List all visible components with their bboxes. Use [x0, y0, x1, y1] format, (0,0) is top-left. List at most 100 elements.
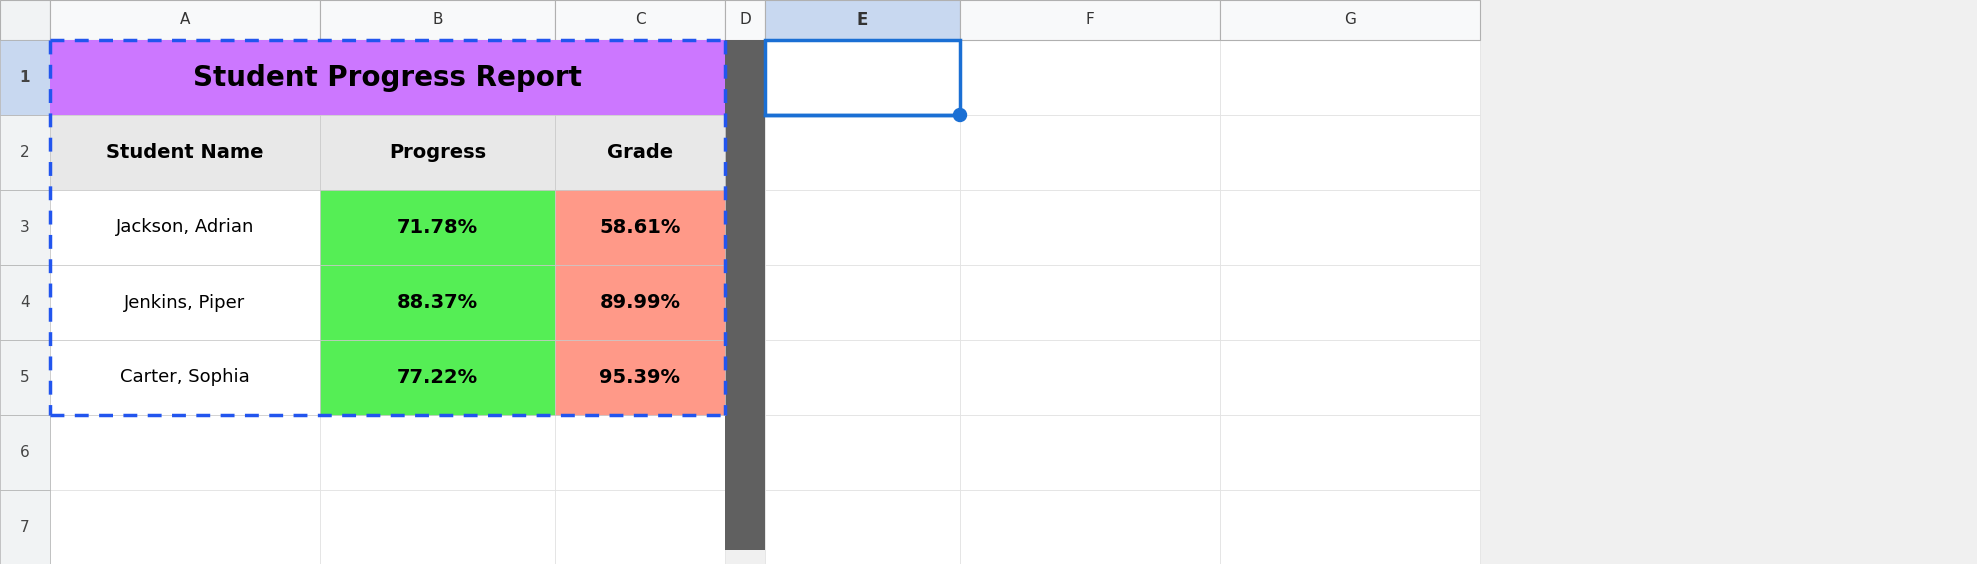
Text: 58.61%: 58.61%	[599, 218, 680, 237]
Text: 7: 7	[20, 520, 30, 535]
Bar	[49, 340, 320, 415]
Bar	[49, 265, 320, 340]
Bar	[49, 265, 320, 340]
Bar	[49, 190, 320, 265]
Bar	[0, 40, 49, 115]
Bar	[765, 40, 961, 115]
Text: A: A	[180, 12, 190, 28]
Circle shape	[953, 108, 967, 121]
Bar	[1220, 40, 1481, 115]
Bar	[556, 0, 726, 40]
Bar	[320, 340, 556, 415]
Bar	[1220, 490, 1481, 564]
Bar	[0, 115, 49, 190]
Bar	[49, 0, 320, 40]
Bar	[49, 115, 320, 190]
Bar	[320, 265, 556, 340]
Bar	[961, 265, 1220, 340]
Bar	[765, 265, 961, 340]
Text: 1: 1	[20, 70, 30, 85]
Bar	[726, 0, 765, 40]
Bar	[320, 40, 556, 115]
Bar	[49, 490, 320, 564]
Bar	[556, 265, 726, 340]
Bar	[556, 415, 726, 490]
Text: Student Name: Student Name	[107, 143, 263, 162]
Text: 77.22%: 77.22%	[397, 368, 478, 387]
Bar	[0, 415, 49, 490]
Bar	[961, 115, 1220, 190]
Bar	[320, 415, 556, 490]
Bar	[1220, 340, 1481, 415]
Bar	[556, 340, 726, 415]
Bar	[0, 190, 49, 265]
Bar	[556, 115, 726, 190]
Bar	[765, 40, 961, 115]
Bar	[49, 415, 320, 490]
Text: E: E	[856, 11, 868, 29]
Bar	[765, 0, 961, 40]
Bar	[556, 490, 726, 564]
Bar	[961, 190, 1220, 265]
Bar	[320, 0, 556, 40]
Bar	[320, 115, 556, 190]
Text: 3: 3	[20, 220, 30, 235]
Bar	[556, 340, 726, 415]
Text: 4: 4	[20, 295, 30, 310]
Text: 5: 5	[20, 370, 30, 385]
Bar	[0, 0, 49, 40]
Bar	[556, 40, 726, 115]
Bar	[49, 40, 726, 115]
Bar	[556, 190, 726, 265]
Bar	[961, 415, 1220, 490]
Bar	[320, 340, 556, 415]
Bar	[961, 490, 1220, 564]
Bar	[726, 40, 765, 550]
Bar	[961, 340, 1220, 415]
Text: Jenkins, Piper: Jenkins, Piper	[125, 293, 245, 311]
Bar	[49, 340, 320, 415]
Text: Jackson, Adrian: Jackson, Adrian	[117, 218, 255, 236]
Bar	[765, 340, 961, 415]
Bar	[556, 265, 726, 340]
Text: B: B	[433, 12, 443, 28]
Text: Progress: Progress	[389, 143, 486, 162]
Text: 6: 6	[20, 445, 30, 460]
Bar	[49, 40, 320, 115]
Bar	[556, 115, 726, 190]
Text: 88.37%: 88.37%	[397, 293, 478, 312]
Bar	[0, 265, 49, 340]
Bar	[765, 115, 961, 190]
Text: D: D	[739, 12, 751, 28]
Bar	[320, 265, 556, 340]
Bar	[1220, 0, 1481, 40]
Text: Grade: Grade	[607, 143, 672, 162]
Bar	[556, 190, 726, 265]
Bar	[49, 115, 320, 190]
Text: G: G	[1344, 12, 1356, 28]
Text: 95.39%: 95.39%	[599, 368, 680, 387]
Text: F: F	[1085, 12, 1095, 28]
Text: 89.99%: 89.99%	[599, 293, 680, 312]
Bar	[320, 190, 556, 265]
Bar	[765, 415, 961, 490]
Bar	[961, 40, 1220, 115]
Bar	[49, 190, 320, 265]
Bar	[320, 115, 556, 190]
Bar	[1220, 265, 1481, 340]
Bar	[320, 490, 556, 564]
Bar	[1220, 415, 1481, 490]
Text: Student Progress Report: Student Progress Report	[194, 64, 581, 91]
Text: C: C	[635, 12, 645, 28]
Bar	[1220, 115, 1481, 190]
Bar	[765, 490, 961, 564]
Text: Carter, Sophia: Carter, Sophia	[121, 368, 249, 386]
Bar	[1220, 190, 1481, 265]
Text: 2: 2	[20, 145, 30, 160]
Bar	[0, 340, 49, 415]
Bar	[765, 190, 961, 265]
Bar	[0, 490, 49, 564]
Text: 71.78%: 71.78%	[397, 218, 478, 237]
Bar	[961, 0, 1220, 40]
Bar	[320, 190, 556, 265]
